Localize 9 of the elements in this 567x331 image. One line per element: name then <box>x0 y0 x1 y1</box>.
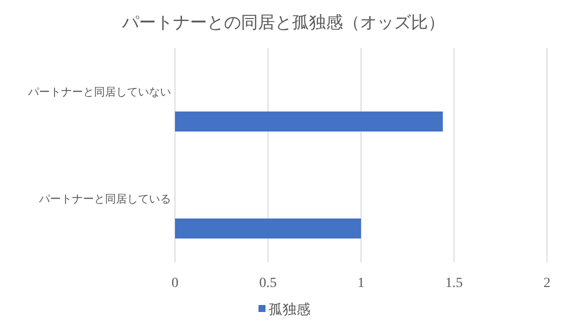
x-tick-label: 0 <box>172 276 178 291</box>
x-tick-label: 0.5 <box>259 276 277 291</box>
x-tick-label: 2 <box>544 276 550 291</box>
y-tick-label: パートナーと同居していない <box>27 86 171 98</box>
y-tick-label: パートナーと同居している <box>38 194 171 206</box>
chart-title: パートナーとの同居と孤独感（オッズ比） <box>121 13 445 32</box>
x-tick-label: 1 <box>358 276 364 291</box>
x-tick-label: 1.5 <box>445 276 463 291</box>
legend-label: 孤独感 <box>268 302 310 318</box>
